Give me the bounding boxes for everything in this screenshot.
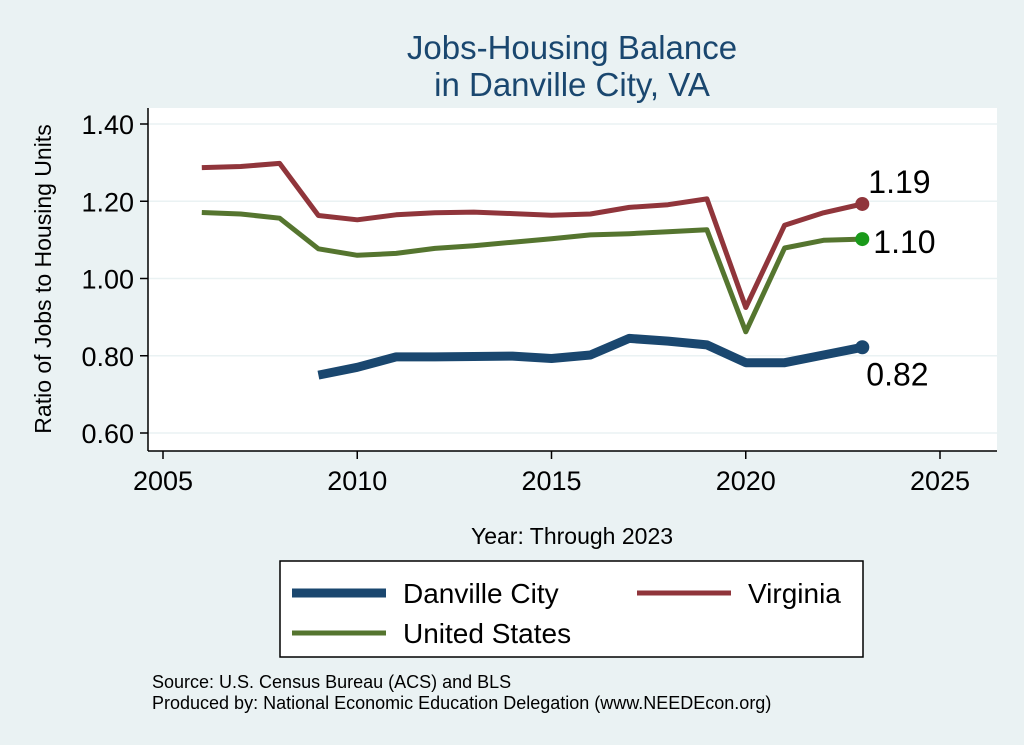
- end-point-virginia: [855, 196, 870, 211]
- x-tick-label-1: 2010: [327, 466, 387, 496]
- end-point-danville-city: [855, 340, 870, 355]
- y-tick-label-2: 1.00: [81, 265, 134, 295]
- y-tick-label-1: 0.80: [81, 342, 134, 372]
- x-axis-title: Year: Through 2023: [471, 523, 673, 549]
- legend-label-united-states: United States: [403, 618, 571, 649]
- producer-note: Produced by: National Economic Education…: [152, 693, 771, 713]
- legend-label-danville-city: Danville City: [403, 578, 559, 609]
- x-tick-label-2: 2015: [521, 466, 581, 496]
- end-label-danville-city: 0.82: [866, 356, 928, 392]
- series-lines: [201, 160, 864, 380]
- gridlines: [148, 123, 997, 434]
- axes: 0.60 0.80 1.00 1.20 1.40 2005 2010 2015 2020 2025: [81, 108, 997, 496]
- series-line-danville-city: [317, 333, 864, 380]
- y-tick-label-4: 1.40: [81, 110, 134, 140]
- y-axis-title: Ratio of Jobs to Housing Units: [30, 124, 56, 433]
- y-tick-label-0: 0.60: [81, 419, 134, 449]
- end-label-united-states: 1.10: [873, 224, 935, 260]
- plot-area: [148, 108, 997, 451]
- source-note: Source: U.S. Census Bureau (ACS) and BLS: [152, 672, 511, 692]
- end-labels: 0.82 1.19 1.10: [855, 164, 936, 392]
- chart-title-line-1: Jobs-Housing Balance: [407, 29, 737, 66]
- end-point-united-states: [855, 232, 870, 247]
- legend-box: [279, 560, 864, 658]
- legend-label-virginia: Virginia: [748, 578, 841, 609]
- x-tick-label-0: 2005: [133, 466, 193, 496]
- legend: Danville City Virginia United States: [279, 560, 864, 658]
- y-tick-label-3: 1.20: [81, 187, 134, 217]
- chart-title-line-2: in Danville City, VA: [434, 66, 710, 103]
- series-line-virginia: [201, 160, 863, 310]
- series-line-united-states: [201, 210, 863, 335]
- x-tick-label-4: 2025: [910, 466, 970, 496]
- x-tick-label-3: 2020: [716, 466, 776, 496]
- end-label-virginia: 1.19: [868, 164, 930, 200]
